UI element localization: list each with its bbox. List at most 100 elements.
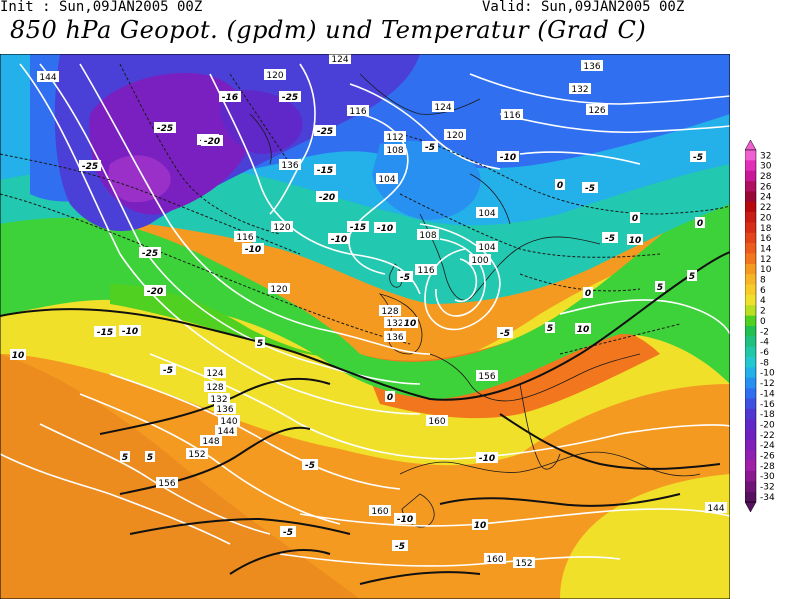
geopotential-label-bg: [476, 241, 498, 252]
temperature-label: -5: [283, 528, 293, 538]
temperature-label-bg: [394, 513, 416, 524]
geopotential-label: 116: [236, 233, 253, 243]
geopotential-label: 152: [515, 559, 532, 569]
geopotential-label: 120: [270, 285, 287, 295]
temperature-label: -25: [157, 124, 173, 134]
geopotential-label-bg: [264, 69, 286, 80]
geopotential-label: 136: [386, 333, 403, 343]
legend-label: -8: [760, 358, 769, 368]
geopotential-label: 100: [471, 256, 488, 266]
geopotential-label-bg: [156, 477, 178, 488]
temperature-label: 0: [697, 219, 703, 229]
legend-swatch: [745, 263, 756, 275]
legend-label: 20: [760, 213, 772, 223]
legend-swatch: [745, 491, 756, 503]
legend-swatch: [745, 481, 756, 492]
temperature-label-bg: [655, 281, 665, 292]
legend-label: 8: [760, 276, 766, 286]
temperature-label-bg: [139, 247, 161, 258]
geopotential-label: 136: [583, 62, 600, 72]
temperature-label-bg: [314, 125, 336, 136]
temperature-label: -5: [425, 143, 435, 153]
legend-swatch: [745, 357, 756, 368]
legend-label: 10: [760, 265, 772, 275]
legend-label: 12: [760, 255, 771, 265]
legend-swatch: [745, 388, 756, 399]
temperature-label: 5: [122, 453, 128, 463]
legend-label: 24: [760, 193, 772, 203]
temperature-label-bg: [695, 217, 705, 228]
geopotential-label: 152: [188, 450, 205, 460]
temperature-label-bg: [497, 327, 513, 338]
temperature-label: -5: [585, 184, 595, 194]
temperature-label-bg: [242, 243, 264, 254]
chart-title: 850 hPa Geopot. (gpdm) und Temperatur (G…: [10, 16, 647, 44]
geopotential-label: 124: [434, 103, 451, 113]
legend-label: 30: [760, 162, 772, 172]
temperature-label-bg: [627, 234, 643, 245]
temperature-label: -10: [397, 515, 413, 525]
geopotential-label-bg: [379, 305, 401, 316]
temperature-label: 5: [147, 453, 153, 463]
temperature-label-bg: [422, 141, 438, 152]
legend-swatch: [745, 470, 756, 482]
geopotential-label: 116: [503, 111, 520, 121]
temperature-label-bg: [385, 391, 395, 402]
legend-label: 6: [760, 286, 766, 296]
geopotential-label: 160: [486, 555, 503, 565]
legend-swatch: [745, 284, 756, 296]
geopotential-label: 148: [202, 437, 219, 447]
temperature-label: -25: [82, 162, 98, 172]
geopotential-label: 108: [419, 231, 436, 241]
temperature-contours-bold: [0, 251, 730, 585]
legend-swatch: [745, 450, 756, 461]
geopotential-label-bg: [444, 129, 466, 140]
temperature-label-bg: [402, 317, 418, 328]
geopotential-label-bg: [569, 83, 591, 94]
geopotential-label: 132: [386, 319, 403, 329]
temperature-label-bg: [472, 519, 488, 530]
geopotential-label-bg: [234, 231, 256, 242]
temperature-label: 10: [474, 521, 487, 531]
temperature-label-bg: [316, 191, 338, 202]
temperature-label-bg: [255, 337, 265, 348]
legend-swatch: [745, 346, 756, 358]
temperature-field-green: [0, 184, 730, 399]
geopotential-label: 104: [478, 209, 495, 219]
temperature-label-bg: [79, 160, 101, 171]
temperature-label-bg: [144, 285, 166, 296]
temperature-label: -25: [317, 127, 333, 137]
temperature-label-bg: [94, 326, 116, 337]
geopotential-label-bg: [218, 415, 240, 426]
temperature-label: -20: [204, 137, 220, 147]
geopotential-label-bg: [432, 101, 454, 112]
valid-time: Valid: Sun,09JAN2005 00Z: [482, 0, 685, 15]
temperature-label: -10: [479, 454, 495, 464]
geopotential-label-bg: [417, 229, 439, 240]
legend-swatch: [745, 419, 756, 430]
legend-swatch: [745, 305, 756, 316]
geopotential-label: 124: [331, 55, 348, 65]
temperature-labels: -25-15-16-25-25-20-25-25-20-15-10-5-10-1…: [10, 91, 706, 552]
temperature-label: 0: [632, 214, 638, 224]
geopotential-labels: 144 1201241361321261161241201161121081041…: [37, 54, 727, 569]
temperature-label: 10: [577, 325, 590, 335]
temperature-label: 5: [657, 283, 663, 293]
geopotential-label-bg: [469, 254, 491, 265]
geopotential-label-bg: [384, 331, 406, 342]
temperature-label-bg: [280, 526, 296, 537]
legend-swatch: [745, 326, 756, 337]
legend-label: 0: [760, 317, 766, 327]
temperature-label: -10: [377, 224, 393, 234]
legend-swatch: [745, 377, 756, 389]
geopotential-label: 128: [206, 383, 223, 393]
temperature-label-bg: [687, 270, 697, 281]
geopotential-label: 156: [478, 372, 495, 382]
temperature-label: -10: [331, 235, 347, 245]
geopotential-label: 132: [571, 85, 588, 95]
geopotential-label: 120: [446, 131, 463, 141]
temperature-label-bg: [555, 179, 565, 190]
temperature-label-bg: [347, 221, 369, 232]
geopotential-label: 140: [220, 417, 237, 427]
legend-label: -4: [760, 338, 769, 348]
